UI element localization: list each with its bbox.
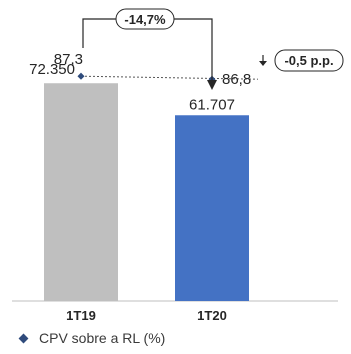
ratio-marker-1t19 <box>77 72 85 80</box>
bar-1t20 <box>175 115 249 301</box>
ratio-value-label-1t19: 87,3 <box>54 51 83 68</box>
ratio-dotted-line <box>80 75 259 80</box>
ratio-change-label: -0,5 p.p. <box>284 53 333 68</box>
bar-value-label-1t19: 72.350 <box>29 61 75 78</box>
legend-diamond-icon <box>18 333 29 343</box>
ratio-value-label-1t20: 86,8 <box>222 71 251 88</box>
category-label-1t19: 1T19 <box>66 308 96 323</box>
bar-change-pill <box>115 8 175 30</box>
bar-change-label: -14,7% <box>124 12 166 27</box>
ratio-change-arrowhead <box>259 61 267 66</box>
bar-value-label-1t20: 61.707 <box>189 96 235 113</box>
ratio-change-pill <box>274 49 344 72</box>
change-connector-arrowhead <box>207 80 217 90</box>
legend-label: CPV sobre a RL (%) <box>39 330 166 346</box>
chart-legend: CPV sobre a RL (%) <box>18 328 165 348</box>
category-label-1t20: 1T20 <box>197 308 227 323</box>
bar-1t19 <box>44 83 118 301</box>
